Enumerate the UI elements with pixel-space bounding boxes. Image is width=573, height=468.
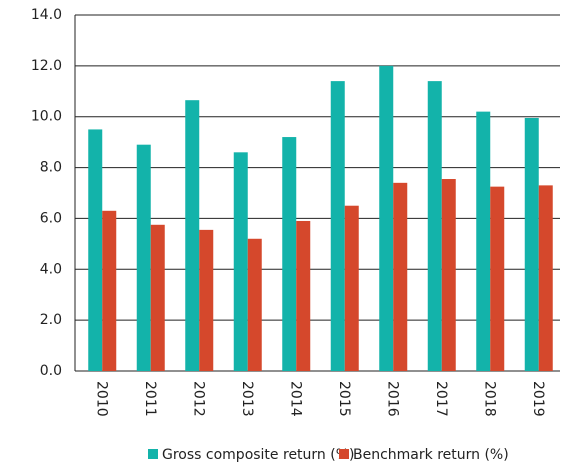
bar	[490, 186, 505, 371]
bar	[282, 137, 297, 371]
bar	[247, 238, 262, 371]
y-tick-label: 12.0	[31, 58, 62, 74]
y-tick-label: 14.0	[31, 7, 62, 23]
x-tick-label: 2018	[481, 381, 497, 417]
bar	[476, 111, 491, 371]
x-tick-label: 2017	[433, 381, 449, 417]
bar	[233, 152, 248, 371]
x-tick-label: 2010	[93, 381, 109, 417]
legend-label: Gross composite return (%)	[162, 447, 354, 463]
y-tick-label: 4.0	[40, 261, 62, 277]
y-tick-label: 2.0	[40, 312, 62, 328]
bar	[538, 185, 553, 371]
x-tick-label: 2016	[384, 381, 400, 417]
y-tick-label: 10.0	[31, 109, 62, 125]
x-tick-label: 2015	[336, 381, 352, 417]
legend-swatch	[148, 449, 158, 459]
legend-label: Benchmark return (%)	[353, 447, 509, 463]
x-tick-label: 2019	[530, 381, 546, 417]
bar	[393, 182, 408, 371]
bar	[150, 224, 165, 371]
x-tick-label: 2013	[239, 381, 255, 417]
y-tick-label: 0.0	[40, 363, 62, 379]
x-tick-label: 2011	[142, 381, 158, 417]
bar	[136, 144, 151, 371]
bar	[379, 65, 394, 371]
x-tick-label: 2012	[190, 381, 206, 417]
bar	[296, 220, 311, 371]
bar	[344, 205, 359, 371]
legend-swatch	[339, 449, 349, 459]
bar	[427, 81, 442, 371]
bar	[330, 81, 345, 371]
bar	[441, 179, 456, 371]
bar	[88, 129, 103, 371]
bar	[199, 229, 214, 371]
bar	[102, 210, 117, 371]
y-tick-label: 6.0	[40, 210, 62, 226]
x-tick-label: 2014	[287, 381, 303, 417]
bar	[185, 100, 200, 371]
bar	[524, 117, 539, 371]
y-tick-label: 8.0	[40, 160, 62, 176]
